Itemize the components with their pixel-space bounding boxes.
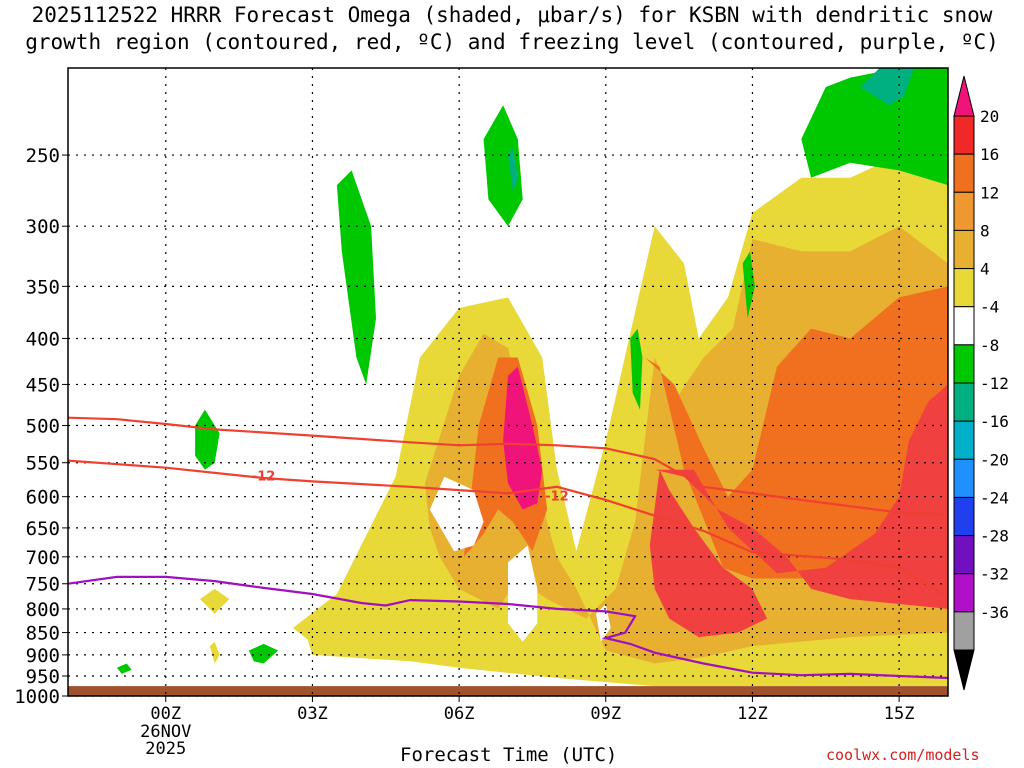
colorbar-swatch (953, 382, 975, 422)
omega-neg-5 (248, 643, 279, 664)
colorbar-label: 16 (980, 145, 999, 164)
x-tick-sublabel: 26NOV (140, 722, 191, 742)
y-tick-label: 800 (26, 599, 60, 621)
omega-pos-small-2 (209, 641, 220, 664)
colorbar-swatch (953, 268, 975, 308)
omega-shade-16b (649, 469, 768, 638)
contour-label-1: -12 (545, 489, 569, 504)
colorbar-label: -32 (980, 565, 1009, 584)
omega-shade-20 (503, 366, 543, 510)
x-tick-label: 12Z (737, 704, 768, 724)
colorbar-swatch (953, 229, 975, 270)
colorbar-top-arrow (953, 75, 975, 117)
x-tick-label: 00Z (150, 704, 181, 724)
y-tick-label: 700 (26, 547, 60, 569)
colorbar-swatch (953, 535, 975, 575)
omega-gap-2 (508, 545, 538, 642)
omega-neg-3 (801, 68, 948, 186)
omega-neg-6 (116, 663, 132, 674)
colorbar-label: -4 (980, 298, 999, 317)
colorbar-swatch (953, 611, 975, 651)
colorbar-label: -16 (980, 412, 1009, 431)
omega-neg-7 (630, 328, 643, 410)
omega-neg-10 (508, 147, 518, 193)
colorbar-swatch (953, 344, 975, 384)
contour-line-0 (67, 416, 949, 516)
contour-line-1 (67, 459, 949, 598)
colorbar-label: 12 (980, 183, 999, 202)
y-tick-label: 400 (26, 328, 60, 350)
x-tick-label: 03Z (297, 704, 328, 724)
colorbar-label: -28 (980, 527, 1009, 546)
omega-neg-4 (195, 409, 220, 470)
x-tick-label: 15Z (884, 704, 915, 724)
x-axis-label: Forecast Time (UTC) (400, 744, 618, 766)
x-tick-sublabel: 2025 (145, 739, 186, 759)
colorbar-swatch (953, 191, 975, 231)
y-tick-label: 900 (26, 645, 60, 667)
omega-shade-16 (654, 384, 948, 609)
chart-title: 2025112522 HRRR Forecast Omega (shaded, … (0, 2, 1024, 56)
y-tick-label: 1000 (14, 686, 60, 708)
y-tick-label: 500 (26, 416, 60, 438)
x-tick-label: 06Z (444, 704, 475, 724)
omega-gap-1 (429, 476, 484, 552)
colorbar: 20 16 12 8 4 -4 -8 -12 -16 -20 -24 -28 -32 -36 (953, 75, 1009, 691)
colorbar-label: -20 (980, 450, 1009, 469)
colorbar-swatch (953, 115, 975, 155)
y-tick-label: 350 (26, 276, 60, 298)
plot-frame (67, 67, 949, 697)
title-line-1: 2025112522 HRRR Forecast Omega (shaded, … (31, 3, 993, 27)
omega-neg-1 (336, 170, 376, 385)
colorbar-label: -8 (980, 336, 999, 355)
y-tick-label: 600 (26, 487, 60, 509)
omega-shading (116, 68, 948, 687)
grid: 2503003504004505005506006507007508008509… (14, 68, 948, 759)
colorbar-label: -36 (980, 603, 1009, 622)
y-tick-label: 750 (26, 574, 60, 596)
contour-line-2 (67, 575, 949, 680)
colorbar-swatch (953, 573, 975, 613)
ground-fill (68, 686, 948, 696)
omega-neg-9 (860, 68, 914, 106)
x-tick-label: 09Z (590, 704, 621, 724)
y-tick-label: 450 (26, 374, 60, 396)
y-tick-label: 950 (26, 666, 60, 688)
colorbar-label: -12 (980, 374, 1009, 393)
title-line-2: growth region (contoured, red, ºC) and f… (25, 30, 999, 54)
colorbar-swatch (953, 496, 975, 537)
omega-neg-2 (483, 105, 523, 227)
colorbar-swatch (953, 458, 975, 498)
omega-pos-small-1 (200, 588, 230, 614)
colorbar-label: 8 (980, 221, 990, 240)
colorbar-bottom-arrow (953, 649, 975, 691)
omega-shade-12 (644, 286, 948, 579)
contour-label-0: -12 (252, 469, 276, 484)
y-tick-label: 300 (26, 216, 60, 238)
colorbar-label: 20 (980, 107, 999, 126)
colorbar-label: -24 (980, 488, 1009, 507)
colorbar-swatch (953, 153, 975, 193)
y-tick-label: 250 (26, 145, 60, 167)
colorbar-label: 4 (980, 260, 990, 279)
colorbar-swatch (953, 420, 975, 460)
omega-gap-3 (596, 604, 611, 642)
colorbar-swatch (953, 306, 975, 346)
y-tick-label: 650 (26, 518, 60, 540)
y-tick-label: 550 (26, 453, 60, 475)
y-tick-label: 850 (26, 623, 60, 645)
watermark: coolwx.com/models (826, 746, 980, 764)
